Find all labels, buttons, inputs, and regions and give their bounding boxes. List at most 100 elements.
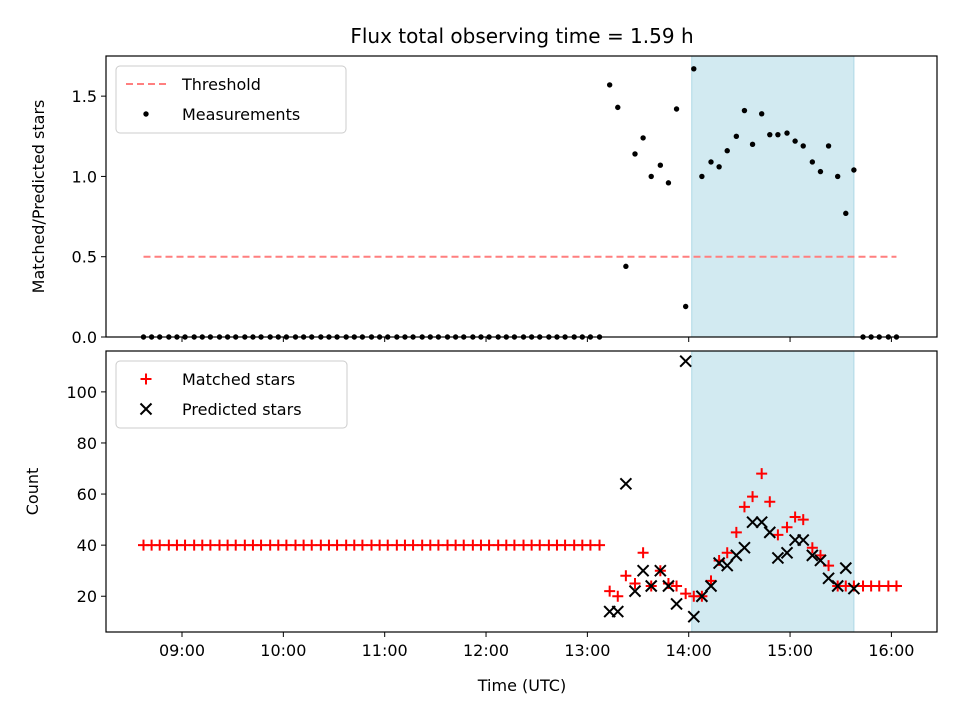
predicted-stars-point xyxy=(763,526,776,539)
x-tick-label: 10:00 xyxy=(260,641,306,660)
legend-box xyxy=(115,360,348,429)
x-axis-label: Time (UTC) xyxy=(477,676,566,695)
predicted-stars-point xyxy=(839,561,853,575)
measurements-point xyxy=(834,173,841,180)
measurements-point xyxy=(843,210,849,217)
matched-stars-point xyxy=(781,521,793,533)
x-tick-label: 14:00 xyxy=(666,641,712,660)
predicted-stars-point xyxy=(704,579,718,593)
count-panel: 09:00 10:00 11:00 12:00 13:00 14:00 15:00 16:00… xyxy=(23,350,938,660)
ratio-panel: 0.0 0.5 1.0 1.5 Matched/Predicted stars Thres… xyxy=(29,55,938,347)
matched-stars-point xyxy=(730,526,742,538)
predicted-stars-point xyxy=(797,533,810,547)
measurements-point xyxy=(792,138,798,144)
predicted-stars-point xyxy=(771,551,785,565)
chart-title: Flux total observing time = 1.59 h xyxy=(350,24,693,48)
measurements-point xyxy=(724,148,730,154)
predicted-stars-point xyxy=(738,541,751,554)
measurements-point xyxy=(640,135,646,141)
matched-stars-point xyxy=(604,585,616,597)
measurements-point xyxy=(851,167,857,173)
measurements-point xyxy=(699,173,705,180)
y-tick-label: 0.5 xyxy=(72,248,97,267)
measurements-point xyxy=(784,130,790,136)
y-tick-label: 0.0 xyxy=(72,328,97,347)
measurements-point xyxy=(733,133,740,139)
measurements-point xyxy=(623,263,629,270)
y-axis-label: Count xyxy=(23,468,42,516)
matched-stars-point xyxy=(738,501,750,513)
legend-label-matched-stars: Matched stars xyxy=(182,370,295,389)
predicted-stars-point xyxy=(687,610,700,623)
predicted-stars-point xyxy=(746,515,759,529)
predicted-stars-point xyxy=(619,477,633,491)
measurements-point xyxy=(665,180,672,186)
measurements-point xyxy=(741,107,748,114)
y-tick-label: 1.0 xyxy=(72,167,97,186)
predicted-stars-point xyxy=(712,556,726,570)
matched-stars-point xyxy=(629,577,641,589)
observing-window-shade xyxy=(691,350,855,633)
matched-stars-point xyxy=(637,547,649,559)
observing-window-shade xyxy=(691,55,855,338)
legend-marker-matched-stars xyxy=(140,373,152,385)
measurements-point xyxy=(648,173,654,180)
legend-label-threshold: Threshold xyxy=(181,75,261,94)
legend-label-measurements: Measurements xyxy=(182,105,300,124)
x-tick-label: 09:00 xyxy=(159,641,205,660)
measurements-point xyxy=(691,66,697,72)
legend: Matched stars Predicted stars xyxy=(115,360,348,429)
predicted-stars-point xyxy=(780,546,794,560)
measurements-point xyxy=(708,159,714,165)
predicted-stars-point xyxy=(645,579,658,593)
matched-stars-point xyxy=(890,580,902,592)
matched-stars-point xyxy=(612,590,624,602)
predicted-stars-point xyxy=(755,515,768,529)
axes-frame xyxy=(105,55,938,338)
matched-stars-point xyxy=(747,491,759,503)
predicted-stars-point xyxy=(628,584,642,598)
y-tick-label: 60 xyxy=(77,485,97,504)
matched-stars-point xyxy=(764,496,776,508)
y-axis-label: Matched/Predicted stars xyxy=(29,100,48,294)
legend-marker-predicted-stars xyxy=(139,402,153,416)
legend: Threshold Measurements xyxy=(115,65,347,134)
matched-stars-point xyxy=(721,547,733,559)
matched-stars-point xyxy=(680,588,692,600)
x-tick-label: 15:00 xyxy=(767,641,813,660)
measurements-point xyxy=(800,143,806,149)
predicted-stars-point xyxy=(670,597,683,611)
measurements-point xyxy=(809,159,816,165)
measurements-point xyxy=(775,131,781,138)
predicted-stars-point xyxy=(679,355,692,368)
y-tick-label: 100 xyxy=(66,383,97,402)
matched-stars-point xyxy=(671,580,683,592)
y-tick-label: 80 xyxy=(77,434,97,453)
measurements-point xyxy=(632,151,638,157)
measurements-point xyxy=(615,104,621,111)
legend-label-predicted-stars: Predicted stars xyxy=(182,400,302,419)
measurements-point xyxy=(673,106,680,112)
predicted-stars-point xyxy=(662,579,675,593)
matched-stars-point xyxy=(594,539,606,551)
measurements-point xyxy=(817,168,824,175)
measurements-point xyxy=(682,303,689,310)
predicted-stars-point xyxy=(847,582,861,595)
matched-stars-point xyxy=(797,514,809,526)
y-tick-label: 40 xyxy=(77,536,97,555)
matched-stars-point xyxy=(772,529,784,541)
predicted-stars-point xyxy=(831,579,844,593)
legend-marker-measurements xyxy=(143,111,149,117)
y-tick-label: 1.5 xyxy=(72,87,97,106)
measurements-point xyxy=(716,164,722,170)
predicted-stars-point xyxy=(814,554,827,567)
predicted-stars-point xyxy=(611,605,624,618)
matched-stars-point xyxy=(789,511,801,523)
measurements-point xyxy=(657,162,664,168)
measurements-point xyxy=(749,141,756,148)
x-tick-label: 13:00 xyxy=(564,641,610,660)
predicted-stars-point xyxy=(721,559,734,572)
axes-frame xyxy=(105,350,938,633)
predicted-stars-point xyxy=(806,549,819,562)
